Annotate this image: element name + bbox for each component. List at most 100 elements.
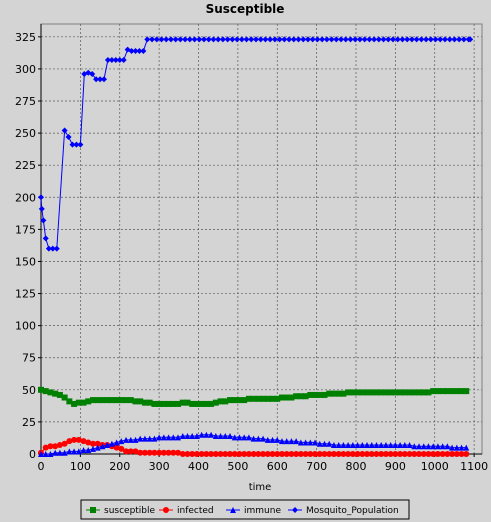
point xyxy=(309,36,316,43)
point xyxy=(71,436,78,443)
point xyxy=(359,451,366,457)
point xyxy=(326,451,333,457)
point xyxy=(71,400,78,407)
series-immune xyxy=(38,431,470,457)
point xyxy=(288,438,295,445)
point xyxy=(349,451,356,457)
x-tick-label: 700 xyxy=(306,460,327,473)
point xyxy=(42,388,49,395)
point xyxy=(392,389,399,396)
point xyxy=(444,451,451,457)
point xyxy=(312,391,319,398)
point xyxy=(99,443,106,450)
point xyxy=(364,442,371,449)
point xyxy=(335,451,342,457)
point xyxy=(179,451,186,457)
y-tick-label: 100 xyxy=(15,320,36,333)
x-tick-label: 300 xyxy=(149,460,170,473)
point xyxy=(453,388,460,395)
point xyxy=(52,443,59,450)
point xyxy=(198,431,205,438)
point xyxy=(245,451,252,457)
point xyxy=(198,451,205,457)
point xyxy=(444,388,451,395)
point xyxy=(264,451,271,457)
point xyxy=(255,451,262,457)
point xyxy=(75,448,82,455)
point xyxy=(38,205,45,212)
point xyxy=(203,451,210,457)
point xyxy=(146,399,153,406)
point xyxy=(434,388,441,395)
series-layer xyxy=(38,36,474,457)
point xyxy=(328,36,335,43)
point xyxy=(252,36,259,43)
point xyxy=(401,389,408,396)
point xyxy=(137,449,144,456)
point xyxy=(163,507,169,513)
point xyxy=(132,448,139,455)
point xyxy=(179,399,186,406)
point xyxy=(156,400,163,407)
chart-title: Susceptible xyxy=(206,2,285,16)
point xyxy=(293,438,300,445)
point xyxy=(151,400,158,407)
point xyxy=(439,388,446,395)
point xyxy=(236,397,243,404)
point xyxy=(274,395,281,402)
legend-items: susceptible infected immune Mosquito_Popula… xyxy=(86,506,399,516)
point xyxy=(397,442,404,449)
point xyxy=(401,442,408,449)
point xyxy=(137,435,144,442)
point xyxy=(217,398,224,405)
point xyxy=(231,434,238,441)
point xyxy=(193,400,200,407)
point xyxy=(47,389,54,396)
point xyxy=(467,36,474,43)
point xyxy=(321,440,328,447)
point xyxy=(189,400,196,407)
y-tick-label: 75 xyxy=(22,352,36,365)
point xyxy=(231,397,238,404)
point xyxy=(437,36,444,43)
point xyxy=(227,397,233,404)
point xyxy=(94,444,101,451)
point xyxy=(156,449,163,456)
point xyxy=(153,36,160,43)
point xyxy=(66,438,73,445)
point xyxy=(75,436,82,443)
y-tick-label: 325 xyxy=(15,31,36,44)
point xyxy=(108,56,115,63)
point xyxy=(338,36,345,43)
point xyxy=(104,442,111,449)
point xyxy=(288,394,295,401)
point xyxy=(140,47,147,54)
point xyxy=(42,451,49,457)
point xyxy=(304,36,311,43)
point xyxy=(208,431,215,438)
point xyxy=(250,451,257,457)
point xyxy=(271,36,278,43)
point xyxy=(368,442,375,449)
point xyxy=(335,390,342,397)
point xyxy=(94,397,101,404)
y-axis: 0 25 50 75 100 125 150 175 200 225 250 275 300 325 xyxy=(15,24,42,461)
x-tick-label: 500 xyxy=(227,460,248,473)
point xyxy=(189,433,196,440)
point xyxy=(61,127,68,134)
point xyxy=(236,434,243,441)
point xyxy=(307,451,314,457)
legend-item-immune: immune xyxy=(226,506,281,516)
point xyxy=(458,444,465,451)
point xyxy=(89,445,96,452)
point xyxy=(61,440,68,447)
point xyxy=(430,451,437,457)
point xyxy=(366,36,373,43)
point xyxy=(128,47,135,54)
point xyxy=(361,36,368,43)
point xyxy=(354,451,361,457)
point xyxy=(427,36,434,43)
point xyxy=(127,436,134,443)
series-susceptible xyxy=(38,386,470,407)
